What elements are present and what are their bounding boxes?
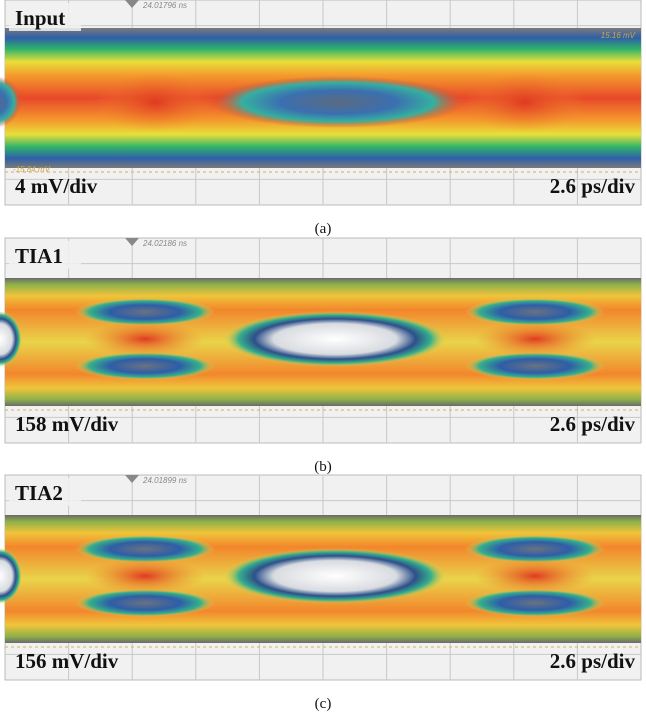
trigger-marker [125, 475, 139, 483]
trigger-marker [125, 238, 139, 246]
eye-lobe [465, 352, 605, 380]
bottom-level: -15.84 mV [13, 165, 51, 174]
vertical-scale: 4 mV/div [15, 174, 98, 198]
channel-label: TIA1 [15, 244, 63, 268]
scope-panel: 24.02186 ns TIA1 158 mV/div 2.6 ps/div [0, 237, 642, 444]
channel-label: TIA2 [15, 481, 63, 505]
scope-panel: 24.01899 ns TIA2 156 mV/div 2.6 ps/div [0, 474, 642, 681]
eye-opening [210, 76, 466, 128]
crossing [85, 321, 205, 357]
vertical-scale: 156 mV/div [15, 649, 119, 673]
scope-panel: 24.01796 ns 15.16 mV -15.84 mV Input 4 mV/di… [0, 0, 642, 206]
crossing [85, 558, 205, 594]
eye-opening [223, 548, 447, 604]
eye-lobe [75, 535, 215, 563]
eye-opening [0, 76, 21, 128]
marker-time: 24.02186 ns [142, 239, 187, 248]
caption: (c) [315, 696, 332, 712]
marker-time: 24.01796 ns [142, 1, 187, 10]
crossing [475, 321, 595, 357]
trigger-marker [125, 0, 139, 8]
crossing [95, 72, 215, 132]
eye-opening [0, 548, 22, 604]
caption: (b) [314, 459, 332, 475]
caption: (a) [315, 221, 332, 237]
eye-opening [223, 311, 447, 367]
top-level: 15.16 mV [601, 31, 636, 40]
label-bg [9, 478, 81, 506]
eye-lobe [75, 589, 215, 617]
eye-lobe [465, 535, 605, 563]
channel-label: Input [15, 6, 65, 30]
eye-lobe [75, 298, 215, 326]
horizontal-scale: 2.6 ps/div [550, 174, 636, 198]
label-bg [9, 3, 81, 31]
eye-lobe [75, 352, 215, 380]
horizontal-scale: 2.6 ps/div [550, 412, 636, 436]
eye-opening [0, 311, 22, 367]
marker-time: 24.01899 ns [142, 476, 187, 485]
label-bg [9, 241, 81, 269]
eye-lobe [465, 298, 605, 326]
eye-lobe [465, 589, 605, 617]
crossing [475, 558, 595, 594]
horizontal-scale: 2.6 ps/div [550, 649, 636, 673]
crossing [465, 72, 585, 132]
vertical-scale: 158 mV/div [15, 412, 119, 436]
